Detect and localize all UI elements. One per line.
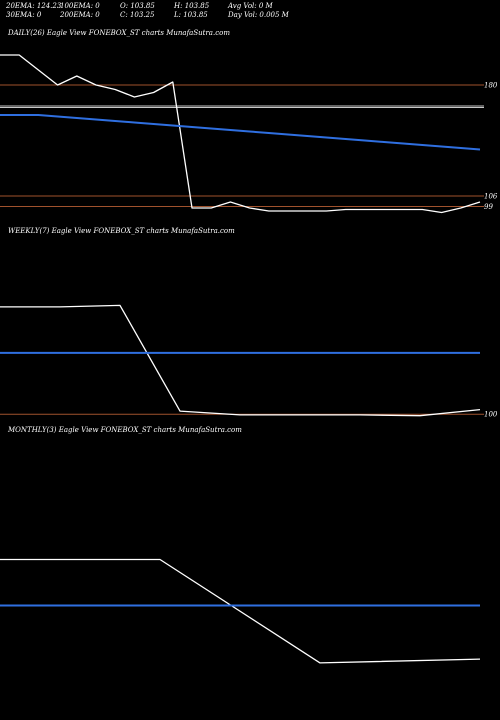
header-day-vol: Day Vol: 0.005 M <box>228 11 289 19</box>
daily-level-label-0: 180 <box>484 82 498 90</box>
monthly-panel-title: MONTHLY(3) Eagle View FONEBOX_ST charts … <box>8 426 242 434</box>
weekly-level-label-0: 100 <box>484 411 498 419</box>
daily-level-label-4: 99 <box>484 203 493 211</box>
header-30ema: 30EMA: 0 <box>6 11 42 19</box>
header-100ema: 100EMA: 0 <box>60 2 100 10</box>
header-close: C: 103.25 <box>120 11 155 19</box>
weekly-panel-title: WEEKLY(7) Eagle View FONEBOX_ST charts M… <box>8 227 235 235</box>
daily-panel-title: DAILY(26) Eagle View FONEBOX_ST charts M… <box>8 29 230 37</box>
daily-price-line <box>0 54 481 214</box>
header-open: O: 103.85 <box>120 2 155 10</box>
header-20ema: 20EMA: 124.23 <box>6 2 62 10</box>
header-high: H: 103.85 <box>174 2 210 10</box>
daily-level-label-3: 106 <box>484 193 498 201</box>
monthly-price-line <box>0 558 481 664</box>
daily-ema-line <box>0 114 481 151</box>
header-200ema: 200EMA: 0 <box>60 11 100 19</box>
header-low: L: 103.85 <box>174 11 208 19</box>
weekly-price-line <box>0 304 481 417</box>
header-avg-vol: Avg Vol: 0 M <box>228 2 273 10</box>
